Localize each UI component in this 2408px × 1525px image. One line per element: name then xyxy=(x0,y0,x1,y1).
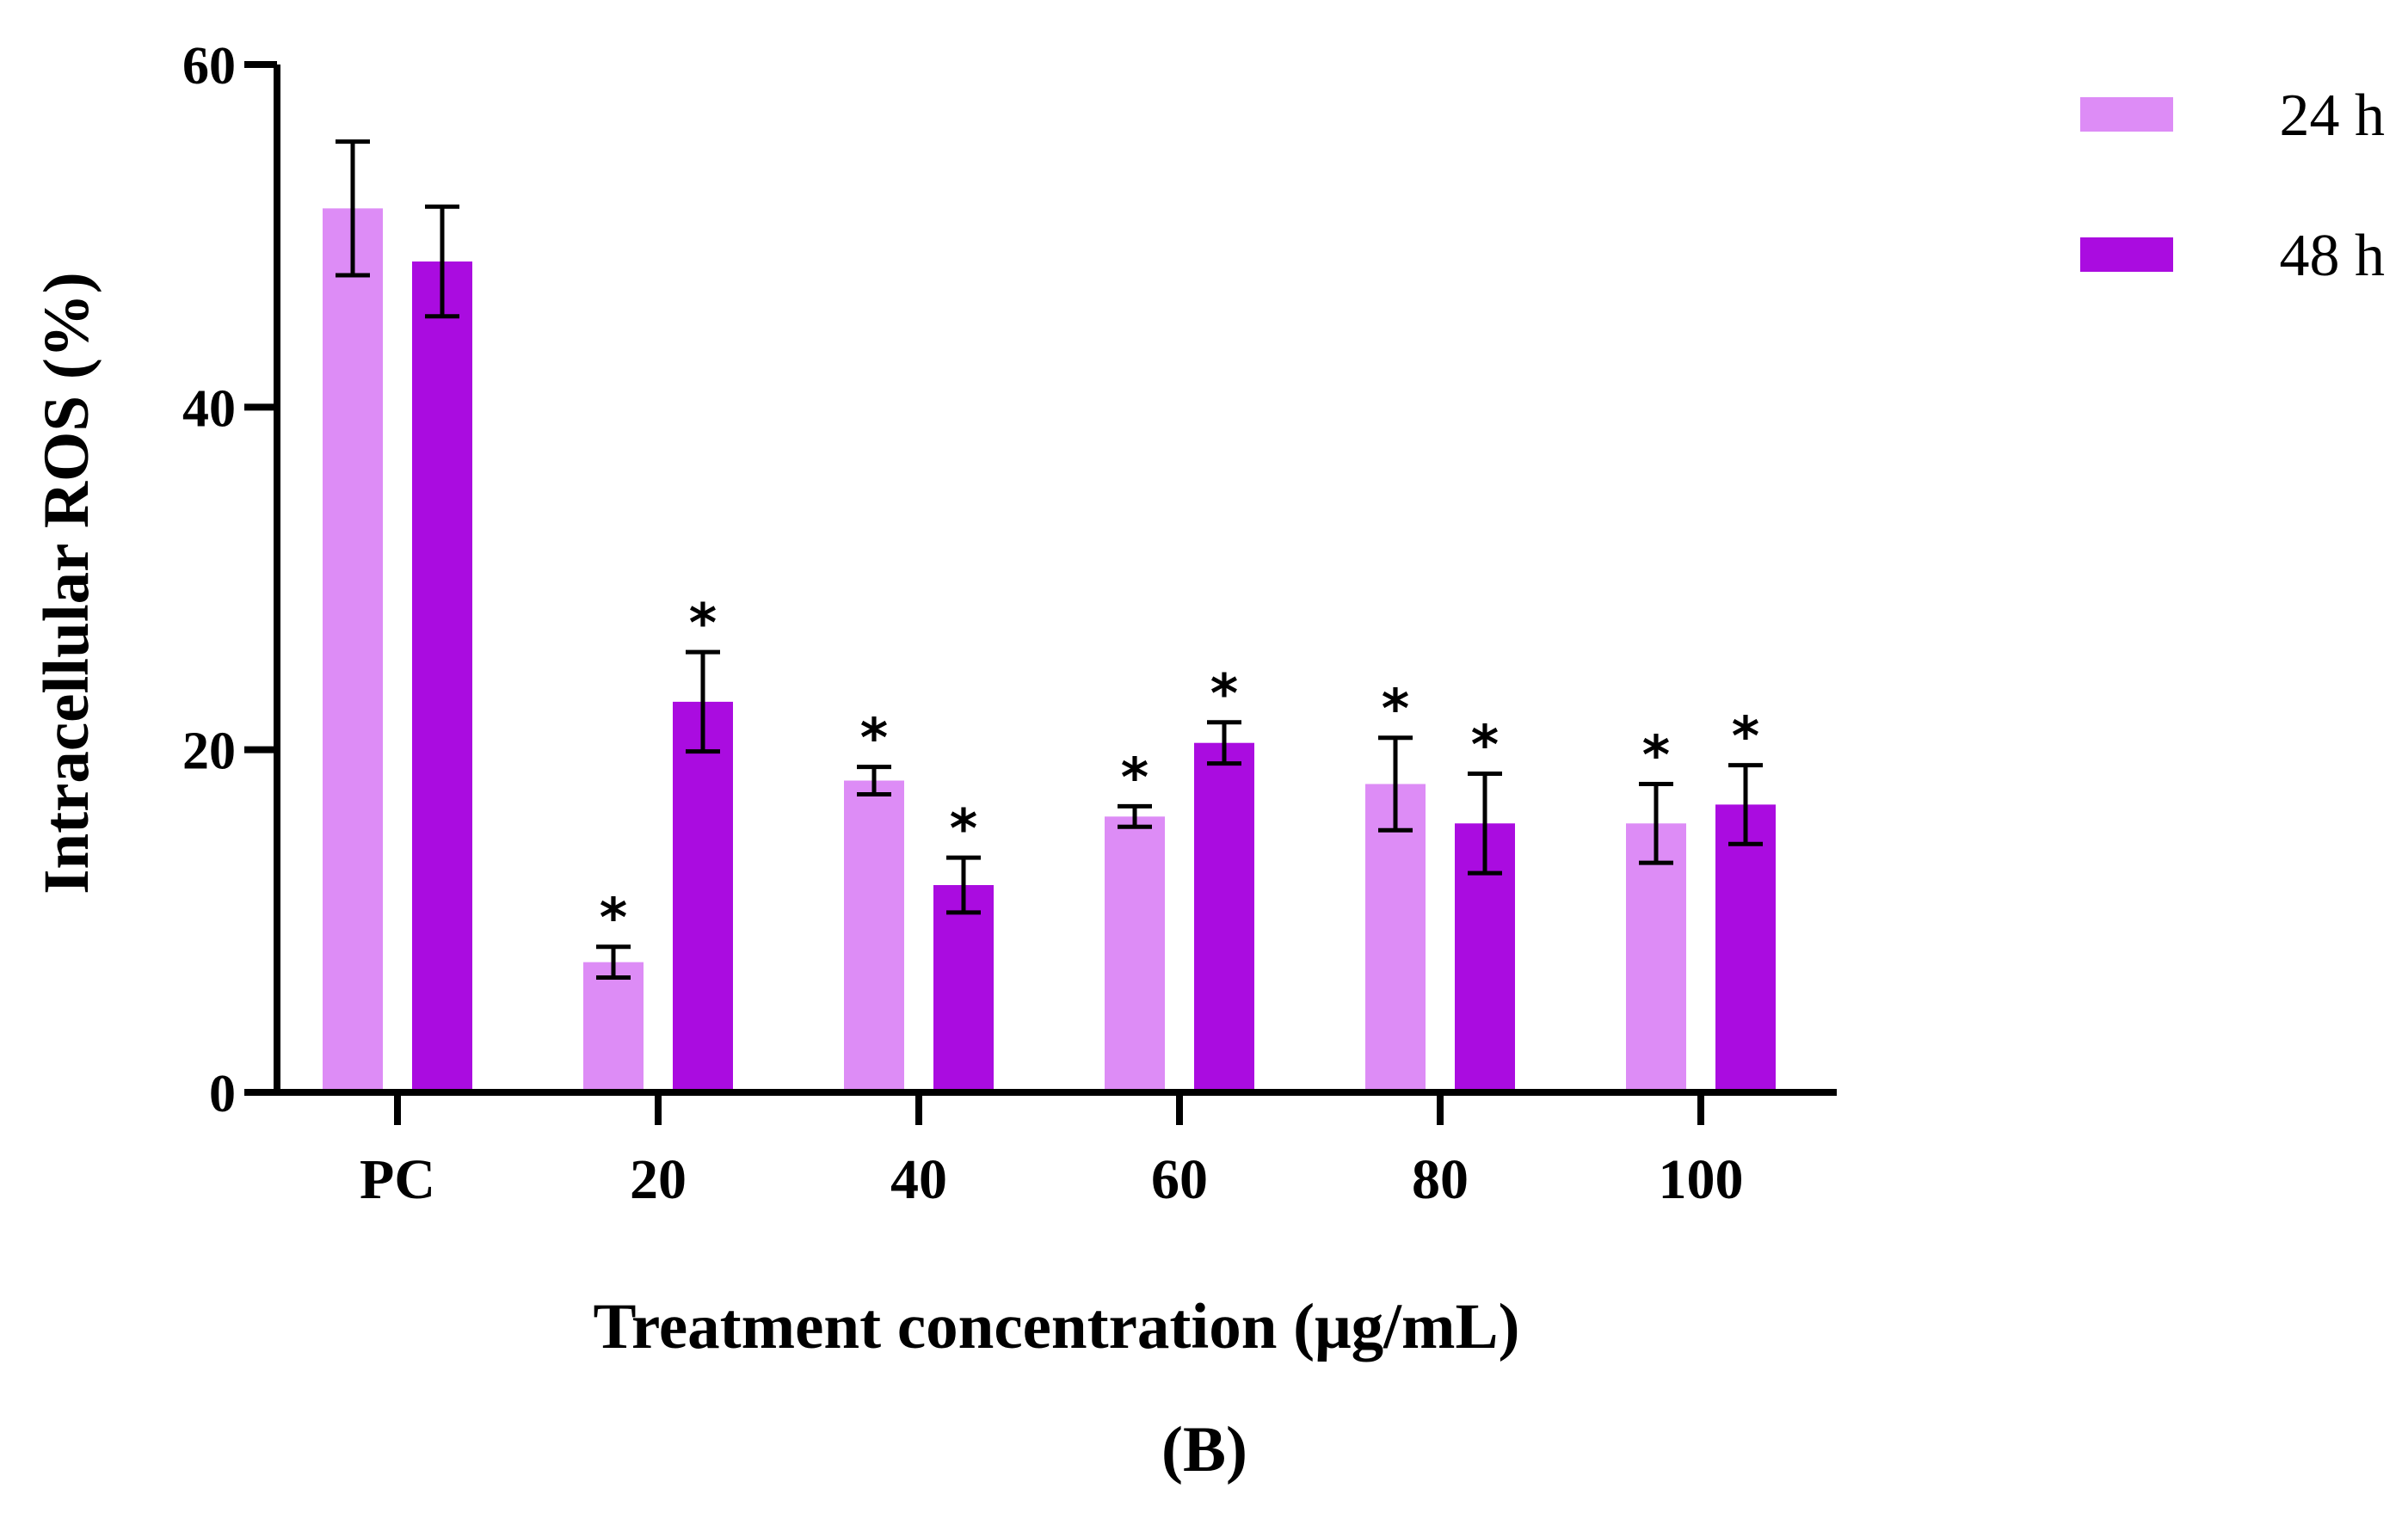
y-tick-label: 20 xyxy=(182,723,236,781)
legend-label: 24 h xyxy=(2280,83,2386,149)
bar-48h-60 xyxy=(1194,742,1254,1092)
legend-swatch-24h xyxy=(2080,97,2173,132)
bar-24h-60 xyxy=(1105,816,1165,1092)
bar-24h-40 xyxy=(844,780,904,1092)
significance-marker: * xyxy=(1210,662,1238,725)
significance-marker: * xyxy=(1382,678,1409,741)
plot-area: * * * * * * * * * * xyxy=(323,139,1776,1093)
x-tick-label: 100 xyxy=(1659,1148,1744,1211)
y-axis-label: Intracellular ROS (%) xyxy=(31,272,102,895)
significance-marker: * xyxy=(860,707,888,770)
axes: 0 20 40 60 PC 20 40 60 80 100 xyxy=(182,37,1837,1211)
significance-marker: * xyxy=(1642,724,1670,787)
significance-marker: * xyxy=(1471,714,1499,777)
significance-marker: * xyxy=(689,592,717,655)
bar-48h-PC xyxy=(412,261,472,1093)
x-tick-label: 40 xyxy=(890,1148,947,1211)
bar-24h-PC xyxy=(323,208,383,1092)
bar-48h-40 xyxy=(933,885,994,1092)
bar-48h-20 xyxy=(673,701,733,1092)
significance-marker: * xyxy=(950,797,977,860)
bar-24h-100 xyxy=(1626,823,1686,1092)
legend: 24 h 48 h xyxy=(2080,83,2385,289)
y-tick-label: 0 xyxy=(209,1065,236,1123)
bar-24h-20 xyxy=(583,962,644,1092)
x-tick-label: 60 xyxy=(1151,1148,1208,1211)
y-tick-label: 60 xyxy=(182,37,236,95)
significance-marker: * xyxy=(600,887,627,950)
x-tick-label: 20 xyxy=(630,1148,687,1211)
x-tick-label: 80 xyxy=(1412,1148,1469,1211)
x-axis-label: Treatment concentration (μg/mL) xyxy=(594,1291,1520,1362)
legend-swatch-48h xyxy=(2080,237,2173,272)
y-tick-label: 40 xyxy=(182,379,236,438)
x-tick-label: PC xyxy=(360,1148,435,1211)
bar-48h-100 xyxy=(1715,804,1776,1092)
significance-marker: * xyxy=(1121,746,1149,809)
legend-label: 48 h xyxy=(2280,223,2386,289)
bar-24h-80 xyxy=(1365,784,1426,1092)
panel-label: (B) xyxy=(1161,1414,1247,1485)
significance-marker: * xyxy=(1732,705,1759,768)
